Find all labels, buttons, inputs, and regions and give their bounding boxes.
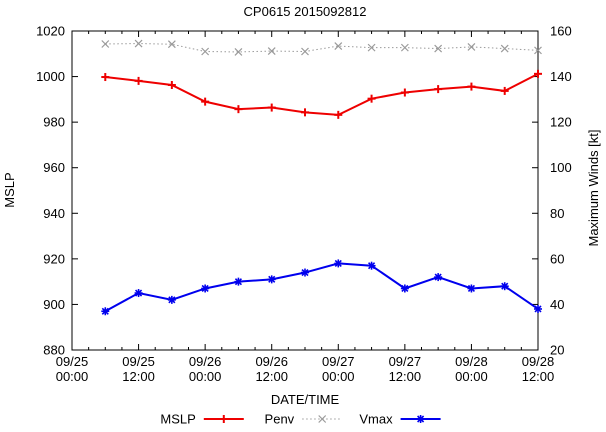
series-vmax-line [104,262,539,313]
plot-border [71,30,539,351]
y-tick-label-left: 960 [43,160,65,175]
series-vmax-marker [167,295,176,304]
series-vmax-marker [367,261,376,270]
series-mslp-marker [534,69,542,78]
series-mslp-marker [134,76,143,85]
series-penv-marker [400,43,409,52]
legend-label: Vmax [359,412,393,427]
y-tick-label-right: 40 [550,297,564,312]
y-tick-label-right: 60 [550,251,564,266]
y-tick-label-right: 80 [550,206,564,221]
series-penv-marker [334,42,343,50]
series-mslp-marker [101,73,110,82]
series-penv-marker [234,48,243,56]
x-tick-label-time: 12:00 [255,369,288,384]
series-mslp-marker [434,85,443,94]
series-vmax-marker [500,282,509,291]
y-tick-label-left: 940 [43,206,65,221]
series-mslp-marker [334,110,343,119]
y-axis-label-left: MSLP [2,172,17,207]
series-mslp-marker [500,86,509,95]
y-tick-label-right: 140 [550,69,572,84]
y-tick-label-left: 920 [43,251,65,266]
series-vmax-marker [201,284,210,293]
y-tick-label-left: 1020 [36,24,65,39]
x-tick-label-time: 12:00 [389,369,422,384]
legend-marker [416,415,425,423]
series-mslp-marker [267,103,276,112]
x-tick-label-time: 00:00 [56,369,89,384]
y-tick-label-right: 120 [550,115,572,130]
legend-entry-penv: Penv [265,412,343,427]
legend-entry-vmax: Vmax [359,412,441,427]
y-axis-label-right: Maximum Winds [kt] [586,129,601,246]
series-mslp-marker [201,97,210,106]
series-penv-marker [167,40,176,49]
series-vmax-marker [400,284,409,293]
legend-label: Penv [265,412,295,427]
series-vmax-marker [134,289,143,298]
chart-title: CP0615 2015092812 [244,4,367,19]
series-vmax-marker [267,275,276,284]
legend-marker [219,415,228,423]
plot-area: 880 20 900 40 920 60 940 80 960 100 980 120 1000 140 1… [36,24,572,385]
series-mslp-line [105,72,539,116]
x-tick-label-date: 09/25 [56,354,89,369]
series-penv-marker [101,40,110,48]
x-tick-label-time: 12:00 [522,369,555,384]
x-tick-label-time: 12:00 [122,369,155,384]
series-vmax-marker [101,307,110,316]
x-axis-label: DATE/TIME [271,392,340,407]
y-tick-label-right: 100 [550,160,572,175]
legend-label: MSLP [160,412,195,427]
series-mslp-marker [400,88,409,97]
y-tick-label-left: 980 [43,115,65,130]
series-vmax-marker [467,284,476,293]
x-tick-label-date: 09/27 [389,354,422,369]
legend-marker [318,415,327,423]
series-mslp-marker [467,82,476,91]
series-penv-marker [301,47,309,56]
series-penv-marker [201,47,210,56]
legend: MSLP Penv Vmax [160,412,441,427]
series-penv-marker [434,44,443,53]
series-penv-marker [267,47,276,55]
legend-entry-mslp: MSLP [160,412,244,427]
x-tick-label-date: 09/25 [122,354,155,369]
series-penv-line [105,43,539,53]
y-tick-label-left: 900 [43,297,65,312]
series-vmax-marker [334,259,343,268]
y-tick-label-right: 160 [550,24,572,39]
series-vmax-marker [301,268,309,277]
x-tick-label-date: 09/28 [455,354,488,369]
series-penv-marker [534,46,542,55]
y-tick-label-left: 1000 [36,69,65,84]
x-tick-label-time: 00:00 [322,369,355,384]
x-tick-label-date: 09/26 [255,354,288,369]
series-penv-marker [367,43,376,52]
series-mslp-marker [301,108,309,117]
series-mslp-marker [167,81,176,90]
x-tick-label-date: 09/27 [322,354,355,369]
series-vmax-marker [434,273,443,282]
x-tick-label-date: 09/28 [522,354,555,369]
series-mslp-marker [234,105,243,114]
x-tick-label-date: 09/26 [189,354,222,369]
x-tick-label-time: 00:00 [455,369,488,384]
series-penv-marker [467,43,476,51]
series-mslp-marker [367,94,376,103]
x-tick-label-time: 00:00 [189,369,222,384]
series-vmax-marker [234,277,243,286]
y-tick-label-left: 880 [43,343,65,358]
series-penv-marker [500,44,509,53]
y-tick-label-right: 20 [550,343,564,358]
series-vmax-marker [534,304,542,313]
series-penv-marker [134,39,143,48]
